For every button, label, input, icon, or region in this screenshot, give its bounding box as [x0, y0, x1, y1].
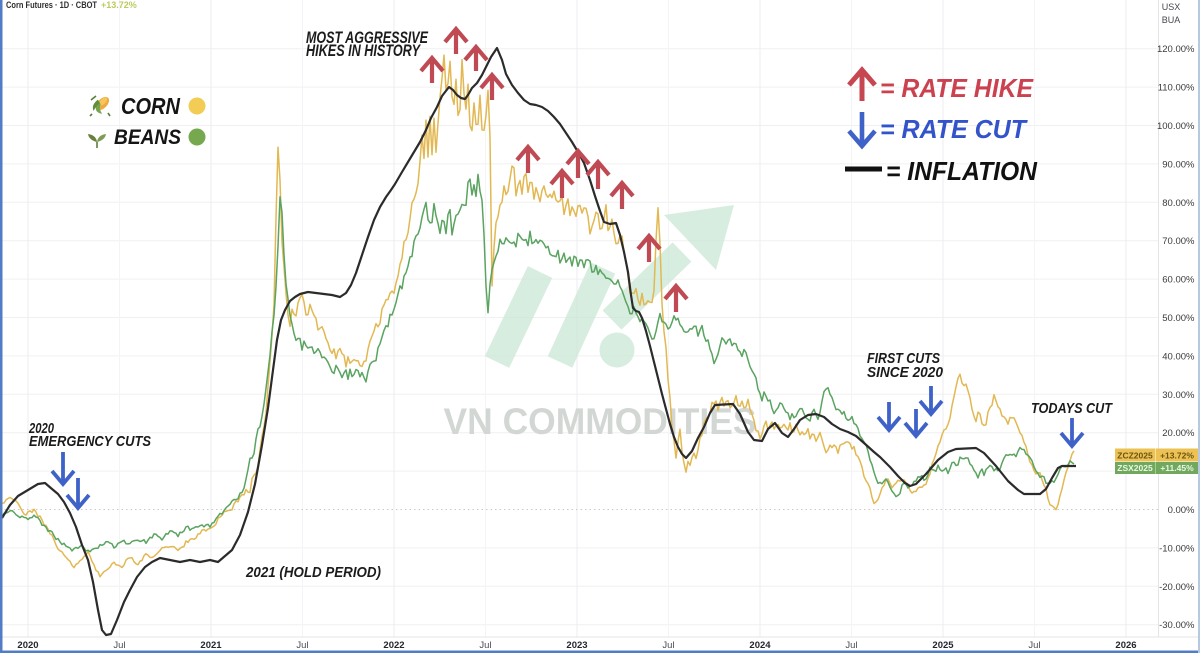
- svg-text:2025: 2025: [932, 640, 954, 651]
- svg-text:Jul: Jul: [662, 640, 674, 651]
- svg-text:= INFLATION: = INFLATION: [886, 156, 1038, 186]
- svg-text:CORN: CORN: [121, 93, 180, 119]
- svg-text:Jul: Jul: [1028, 640, 1040, 651]
- svg-text:+11.45%: +11.45%: [1160, 463, 1194, 473]
- svg-text:2022: 2022: [383, 640, 404, 651]
- svg-text:= RATE CUT: = RATE CUT: [880, 114, 1028, 144]
- svg-text:0.00%: 0.00%: [1168, 505, 1195, 516]
- svg-text:HIKES IN HISTORY: HIKES IN HISTORY: [306, 41, 421, 60]
- svg-text:2021 (HOLD PERIOD): 2021 (HOLD PERIOD): [245, 564, 381, 581]
- svg-text:2024: 2024: [749, 640, 771, 651]
- svg-text:= RATE HIKE: = RATE HIKE: [880, 73, 1034, 103]
- svg-text:USX: USX: [1162, 2, 1181, 12]
- svg-text:2023: 2023: [566, 640, 587, 651]
- svg-text:-30.00%: -30.00%: [1159, 620, 1195, 631]
- svg-text:70.00%: 70.00%: [1162, 236, 1195, 247]
- svg-text:30.00%: 30.00%: [1162, 390, 1195, 401]
- svg-text:100.00%: 100.00%: [1157, 121, 1195, 132]
- svg-text:EMERGENCY CUTS: EMERGENCY CUTS: [29, 433, 151, 450]
- svg-text:40.00%: 40.00%: [1162, 351, 1195, 362]
- svg-text:+13.72%: +13.72%: [101, 0, 137, 10]
- svg-text:2020: 2020: [17, 640, 38, 651]
- svg-text:Jul: Jul: [113, 640, 125, 651]
- svg-text:50.00%: 50.00%: [1162, 313, 1195, 324]
- svg-text:FIRST CUTS: FIRST CUTS: [867, 350, 940, 367]
- svg-text:BUA: BUA: [1162, 15, 1181, 25]
- svg-text:-10.00%: -10.00%: [1159, 543, 1195, 554]
- svg-text:80.00%: 80.00%: [1162, 198, 1195, 209]
- svg-text:ZSX2025: ZSX2025: [1117, 463, 1153, 473]
- svg-text:120.00%: 120.00%: [1157, 44, 1195, 55]
- svg-text:Corn Futures · 1D · CBOT: Corn Futures · 1D · CBOT: [6, 0, 97, 10]
- svg-text:2021: 2021: [200, 640, 222, 651]
- svg-text:90.00%: 90.00%: [1162, 159, 1195, 170]
- svg-text:Jul: Jul: [845, 640, 857, 651]
- svg-text:Jul: Jul: [296, 640, 308, 651]
- svg-text:Jul: Jul: [479, 640, 491, 651]
- svg-text:VN COMMODITIES: VN COMMODITIES: [444, 401, 757, 442]
- svg-text:20.00%: 20.00%: [1162, 428, 1195, 439]
- svg-text:MOST AGGRESSIVE: MOST AGGRESSIVE: [306, 28, 428, 47]
- svg-text:2020: 2020: [28, 420, 54, 437]
- svg-text:60.00%: 60.00%: [1162, 275, 1195, 286]
- svg-text:ZCZ2025: ZCZ2025: [1117, 451, 1153, 461]
- svg-text:TODAYS CUT: TODAYS CUT: [1031, 400, 1114, 417]
- svg-text:BEANS: BEANS: [114, 126, 181, 149]
- svg-text:2026: 2026: [1115, 640, 1136, 651]
- svg-text:-20.00%: -20.00%: [1159, 582, 1195, 593]
- svg-text:+13.72%: +13.72%: [1160, 451, 1194, 461]
- svg-text:SINCE 2020: SINCE 2020: [867, 364, 944, 381]
- svg-text:110.00%: 110.00%: [1158, 83, 1195, 94]
